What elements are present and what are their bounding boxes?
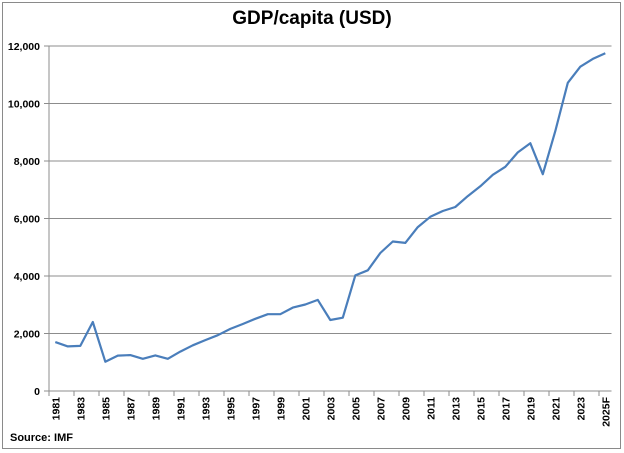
x-tick-label: 2003	[325, 397, 337, 421]
x-tick-label: 2005	[350, 397, 362, 421]
x-tick-label: 2001	[300, 397, 312, 421]
x-tick-label: 1995	[225, 397, 237, 421]
x-tick-label: 1983	[75, 397, 87, 421]
y-tick-label: 4,000	[14, 271, 40, 283]
x-tick-label: 2011	[425, 397, 437, 420]
x-tick-label: 1999	[275, 397, 287, 421]
x-tick-label: 2013	[450, 397, 462, 421]
y-tick-label: 2,000	[14, 329, 40, 341]
x-tick-label: 1997	[250, 397, 262, 421]
x-tick-label: 2017	[500, 397, 512, 421]
x-tick-label: 1989	[150, 397, 162, 421]
y-tick-label: 0	[34, 386, 40, 398]
x-tick-label: 1981	[50, 397, 62, 421]
x-tick-label: 2019	[525, 397, 537, 421]
y-tick-label: 8,000	[14, 156, 40, 168]
x-tick-label: 2025F	[600, 396, 612, 426]
x-tick-label: 1987	[125, 397, 137, 421]
series-line	[54, 52, 606, 363]
x-tick-label: 1993	[200, 397, 212, 421]
x-tick-label: 2023	[575, 397, 587, 421]
y-tick-label: 12,000	[8, 41, 40, 53]
chart-frame	[2, 2, 621, 449]
chart-title: GDP/capita (USD)	[232, 8, 392, 29]
x-tick-label: 2007	[375, 397, 387, 421]
source-note: Source: IMF	[10, 432, 73, 444]
x-tick-label: 2009	[400, 397, 412, 421]
y-tick-label: 6,000	[14, 214, 40, 226]
x-tick-label: 1991	[175, 397, 187, 421]
y-tick-label: 10,000	[8, 99, 40, 111]
x-tick-label: 1985	[100, 397, 112, 421]
x-tick-label: 2021	[550, 397, 562, 421]
x-tick-label: 2015	[475, 397, 487, 421]
